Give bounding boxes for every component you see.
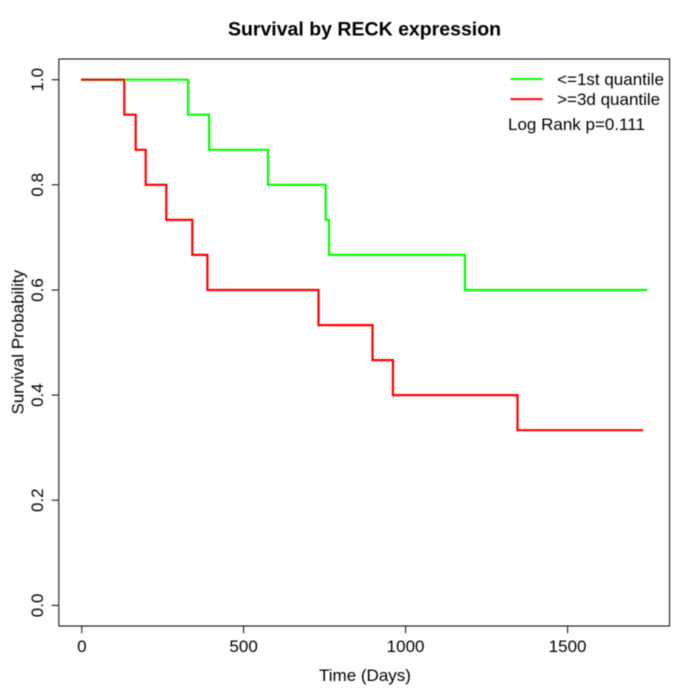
svg-text:<=1st quantile: <=1st quantile (557, 70, 664, 89)
svg-text:0: 0 (77, 637, 86, 656)
svg-text:1500: 1500 (549, 637, 587, 656)
svg-text:Survival by RECK expression: Survival by RECK expression (228, 18, 501, 40)
svg-text:Log Rank p=0.111: Log Rank p=0.111 (508, 115, 645, 134)
svg-text:1000: 1000 (387, 637, 425, 656)
svg-text:0.4: 0.4 (28, 383, 47, 407)
svg-text:>=3d quantile: >=3d quantile (557, 90, 660, 109)
svg-text:0.8: 0.8 (28, 173, 47, 197)
svg-text:0.0: 0.0 (28, 594, 47, 618)
svg-text:500: 500 (229, 637, 257, 656)
svg-text:0.6: 0.6 (28, 278, 47, 302)
svg-text:0.2: 0.2 (28, 488, 47, 512)
svg-text:1.0: 1.0 (28, 68, 47, 92)
svg-text:Survival Probability: Survival Probability (9, 269, 28, 414)
svg-text:Time (Days): Time (Days) (319, 666, 411, 685)
